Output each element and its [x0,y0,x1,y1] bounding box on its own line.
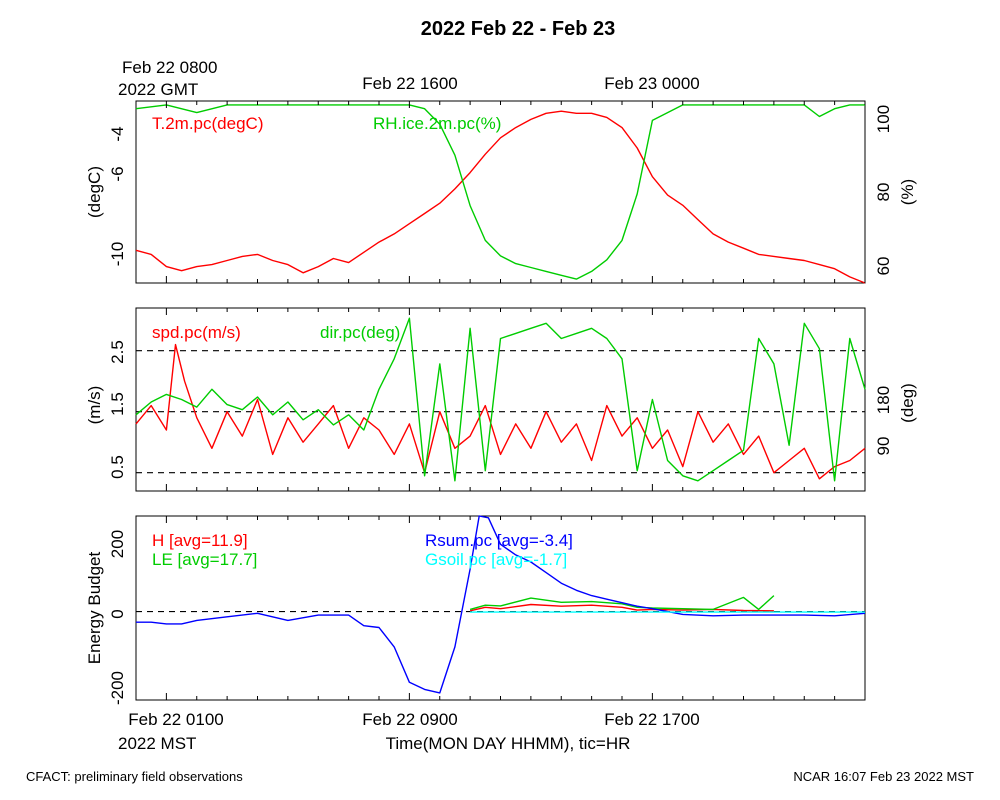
p2-left-axis-label: (m/s) [85,386,104,425]
panel2-frame [135,307,866,492]
p1-left-tick-3: -10 [108,242,127,267]
p2-left-tick-1: 2.5 [108,340,127,364]
p2-right-tick-2: 90 [874,437,893,456]
panel2-ticks-layer [135,308,866,491]
p1-right-axis-label: (%) [898,179,917,205]
top-axis-first-label-line2: 2022 GMT [118,80,198,99]
panel-wind: 2.5 1.5 0.5 (m/s) 180 90 (deg) spd.pc(m/… [85,307,917,492]
top-axis-label-2: Feb 23 0000 [604,74,699,93]
p1-left-tick-2: -6 [108,166,127,181]
p1-legend-humidity: RH.ice.2m.pc(%) [373,114,501,133]
bottom-axis-label-1: Feb 22 0900 [362,710,457,729]
p2-legend-direction: dir.pc(deg) [320,323,400,342]
p3-left-axis-label: Energy Budget [85,551,104,664]
p3-legend-rsum: Rsum.pc [avg=-3.4] [425,531,573,550]
bottom-axis-label-2: Feb 22 1700 [604,710,699,729]
p1-right-tick-2: 80 [874,183,893,202]
panel-energy-budget: 200 0 -200 Energy Budget H [avg=11.9] LE… [85,515,866,705]
panel-temperature-humidity: -4 -6 -10 (degC) 100 80 60 (%) T.2m.pc(d… [85,100,917,284]
x-axis-title: Time(MON DAY HHMM), tic=HR [386,734,631,753]
footer-right: NCAR 16:07 Feb 23 2022 MST [793,769,974,784]
p3-legend-h: H [avg=11.9] [152,531,248,550]
top-axis-first-label-line1: Feb 22 0800 [122,58,217,77]
p1-right-tick-1: 100 [874,105,893,133]
p1-legend-temperature: T.2m.pc(degC) [152,114,263,133]
p3-legend-le: LE [avg=17.7] [152,550,257,569]
p2-left-tick-2: 1.5 [108,392,127,416]
p3-legend-gsoil: Gsoil.pc [avg=-1.7] [425,550,567,569]
panel2-reference-lines [136,350,865,474]
series-line-3-2 [469,595,775,611]
panel3-ticks-layer [135,516,866,700]
bottom-axis-first-label-line2: 2022 MST [118,734,196,753]
p1-right-tick-3: 60 [874,257,893,276]
p1-left-tick-1: -4 [108,126,127,141]
p2-right-axis-label: (deg) [898,383,917,423]
series-line-1-1 [135,110,866,284]
p2-legend-speed: spd.pc(m/s) [152,323,241,342]
series-line-3-3 [136,515,866,694]
p1-left-axis-label: (degC) [85,166,104,218]
panel1-series-layer [135,104,866,284]
chart-title: 2022 Feb 22 - Feb 23 [421,18,616,40]
series-line-1-2 [135,104,865,280]
footer-left: CFACT: preliminary field observations [26,769,243,784]
series-line-3-1 [469,603,774,612]
p2-left-tick-3: 0.5 [108,455,127,479]
panel1-ticks-layer [135,101,866,283]
series-line-2-2 [135,317,866,482]
bottom-axis-first-label-line1: Feb 22 0100 [128,710,223,729]
p3-left-tick-3: -200 [108,671,127,705]
panel2-series-layer [135,317,866,482]
top-axis-label-1: Feb 22 1600 [362,74,457,93]
series-line-2-1 [135,343,866,480]
panel3-series-layer [136,515,866,694]
p3-left-tick-1: 200 [108,530,127,558]
p3-left-tick-2: 0 [108,609,127,618]
p2-right-tick-1: 180 [874,386,893,414]
